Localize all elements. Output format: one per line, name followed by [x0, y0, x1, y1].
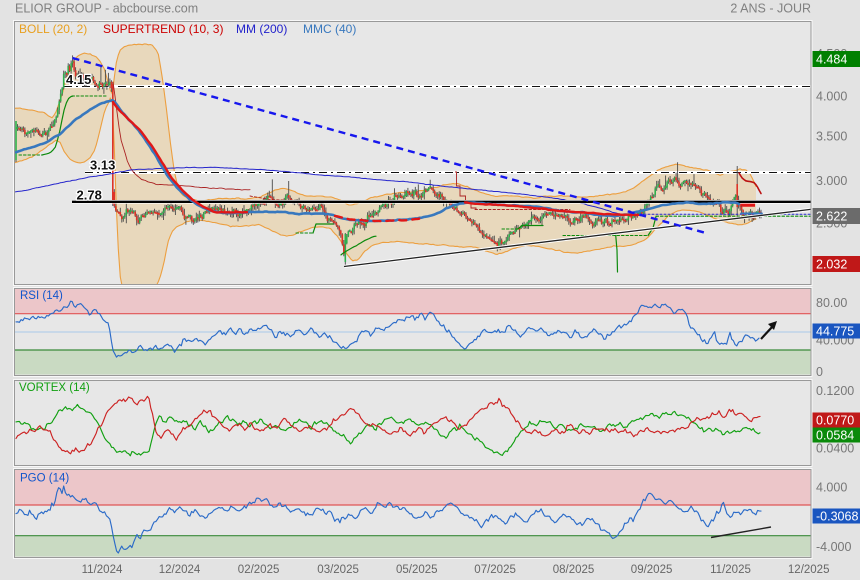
svg-text:44.775: 44.775	[816, 325, 854, 339]
svg-text:VORTEX (14): VORTEX (14)	[19, 382, 90, 394]
svg-text:11/2024: 11/2024	[82, 564, 123, 576]
svg-text:03/2025: 03/2025	[317, 564, 359, 576]
svg-text:02/2025: 02/2025	[238, 564, 280, 576]
svg-text:ELIOR GROUP - abcbourse.com: ELIOR GROUP - abcbourse.com	[15, 2, 198, 16]
svg-text:-0.3068: -0.3068	[816, 510, 858, 524]
svg-text:4.000: 4.000	[816, 481, 847, 495]
svg-text:09/2025: 09/2025	[631, 564, 673, 576]
svg-text:0.0400: 0.0400	[816, 442, 854, 456]
svg-text:11/2025: 11/2025	[710, 564, 751, 576]
svg-text:0: 0	[816, 365, 823, 379]
svg-text:12/2025: 12/2025	[788, 564, 830, 576]
svg-text:SUPERTREND (10, 3): SUPERTREND (10, 3)	[103, 22, 223, 36]
svg-text:-4.000: -4.000	[816, 540, 851, 554]
svg-text:80.00: 80.00	[816, 296, 847, 310]
svg-text:2.78: 2.78	[77, 187, 102, 202]
svg-text:MM (200): MM (200)	[236, 22, 287, 36]
svg-text:2.622: 2.622	[816, 210, 847, 224]
svg-text:MMC (40): MMC (40)	[303, 22, 356, 36]
svg-text:07/2025: 07/2025	[474, 564, 516, 576]
svg-text:2 ANS - JOUR: 2 ANS - JOUR	[730, 2, 811, 16]
svg-text:12/2024: 12/2024	[159, 564, 201, 576]
svg-text:08/2025: 08/2025	[553, 564, 595, 576]
svg-text:4.484: 4.484	[816, 53, 847, 67]
svg-text:3.500: 3.500	[816, 129, 847, 143]
svg-text:0.1200: 0.1200	[816, 384, 854, 398]
svg-text:RSI (14): RSI (14)	[20, 290, 63, 302]
svg-text:4.15: 4.15	[66, 72, 91, 87]
svg-text:0.0770: 0.0770	[816, 414, 854, 428]
svg-text:PGO (14): PGO (14)	[20, 473, 69, 485]
svg-text:4.000: 4.000	[816, 89, 847, 103]
svg-text:3.13: 3.13	[90, 158, 115, 173]
svg-text:2.032: 2.032	[816, 258, 847, 272]
svg-text:05/2025: 05/2025	[396, 564, 438, 576]
svg-text:BOLL (20, 2): BOLL (20, 2)	[19, 22, 87, 36]
svg-text:0.0584: 0.0584	[816, 429, 854, 443]
svg-text:3.000: 3.000	[816, 174, 847, 188]
